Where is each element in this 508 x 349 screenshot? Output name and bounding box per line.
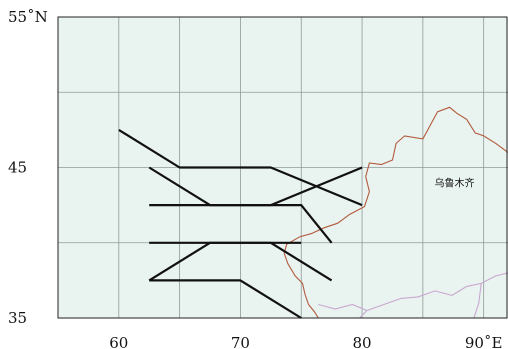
- y-tick-label: 45: [8, 159, 27, 177]
- track-line: [148, 241, 333, 282]
- x-tick-label: 90˚E: [465, 334, 503, 349]
- x-tick-label: 80: [353, 334, 372, 349]
- y-tick-label: 35: [8, 309, 27, 327]
- latitude-tick-labels: 55˚N 45 35: [8, 8, 48, 327]
- place-labels: 乌鲁木齐: [434, 177, 474, 190]
- national-border: [283, 106, 508, 319]
- admin-boundary-line: [473, 283, 482, 319]
- track-line: [149, 204, 333, 244]
- track-line: [149, 279, 302, 319]
- longitude-tick-labels: 60 70 80 90˚E: [109, 334, 502, 349]
- x-tick-label: 60: [109, 334, 128, 349]
- admin-boundary-line: [359, 310, 368, 319]
- y-tick-label: 55˚N: [8, 8, 48, 26]
- map-frame: [57, 16, 508, 319]
- x-tick-label: 70: [231, 334, 250, 349]
- survey-tracks: [118, 128, 363, 319]
- admin-boundaries: [318, 272, 508, 319]
- border-line: [283, 106, 508, 319]
- place-label-urumqi: 乌鲁木齐: [434, 177, 474, 190]
